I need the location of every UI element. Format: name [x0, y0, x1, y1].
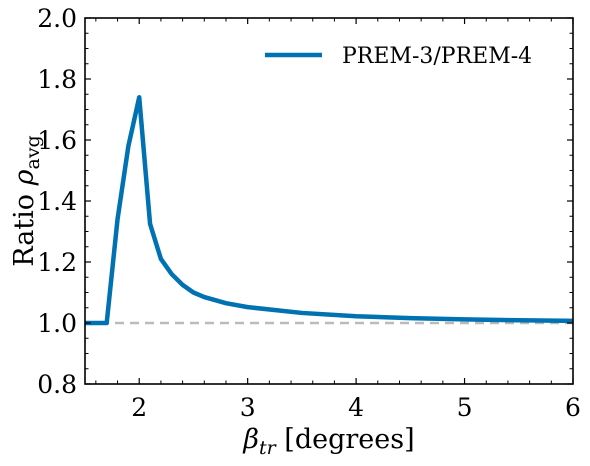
x-tick-label: 6: [565, 393, 581, 422]
x-tick-label: 2: [131, 393, 147, 422]
y-axis-label: Ratio ρavg: [9, 135, 44, 266]
x-axis-label: βtr [degrees]: [242, 424, 414, 459]
y-tick-label: 1.6: [37, 126, 77, 155]
series-layer: [85, 95, 574, 326]
legend-label-prem-3-prem-4: PREM-3/PREM-4: [342, 44, 532, 69]
x-tick-label: 3: [240, 393, 256, 422]
y-tick-label: 0.8: [37, 370, 77, 399]
y-tick-label: 2.0: [37, 4, 77, 33]
y-tick-label: 1.2: [37, 248, 77, 277]
plot-frame: [84, 17, 574, 385]
tick-label-layer: 2 3 4 5 6 0.8 1.0 1.2 1.4 1.6 1.8 2.0: [37, 4, 581, 422]
series-line-0: [85, 95, 574, 326]
y-tick-label: 1.4: [37, 187, 77, 216]
x-tick-label: 4: [348, 393, 364, 422]
y-tick-label: 1.8: [37, 65, 77, 94]
legend: PREM-3/PREM-4: [265, 44, 532, 69]
x-tick-label: 5: [457, 393, 473, 422]
tick-layer: [85, 17, 574, 385]
y-tick-label: 1.0: [37, 309, 77, 338]
